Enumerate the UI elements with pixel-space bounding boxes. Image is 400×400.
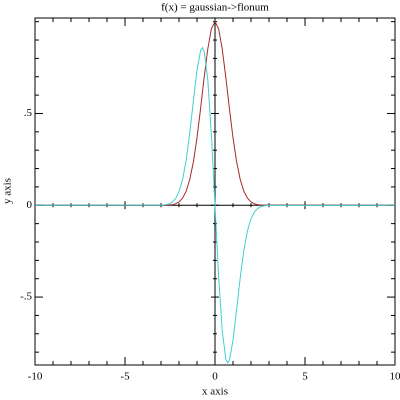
x-tick-label: 5 (302, 371, 308, 383)
x-axis-label: x axis (202, 386, 228, 398)
y-tick-label: .5 (24, 107, 33, 119)
x-tick-label: -10 (28, 371, 43, 383)
series-line (34, 20, 396, 206)
x-tick-label: 0 (212, 371, 218, 383)
chart-title: f(x) = gaussian->flonum (161, 2, 269, 14)
y-axis-label: y axis (2, 178, 14, 204)
x-tick-label: 10 (390, 371, 400, 383)
y-tick-label: 0 (27, 199, 33, 211)
x-tick-label: -5 (120, 371, 130, 383)
series-line (34, 46, 396, 364)
y-tick-label: -.5 (20, 291, 32, 303)
